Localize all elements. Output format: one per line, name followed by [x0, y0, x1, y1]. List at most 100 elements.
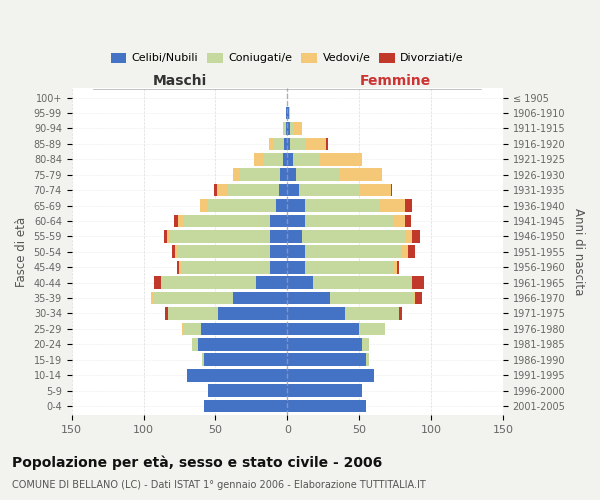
Bar [287, 246, 305, 258]
Bar [415, 292, 422, 304]
Bar [305, 199, 379, 212]
Bar [302, 230, 405, 242]
Bar [319, 153, 362, 166]
Bar [208, 384, 287, 397]
Bar [293, 153, 319, 166]
Bar [286, 122, 287, 135]
Bar [270, 230, 287, 242]
Text: Popolazione per età, sesso e stato civile - 2006: Popolazione per età, sesso e stato civil… [12, 455, 382, 470]
Y-axis label: Fasce di età: Fasce di età [15, 216, 28, 287]
Bar [204, 400, 287, 412]
Bar [414, 292, 415, 304]
Bar [287, 276, 313, 289]
Bar [412, 276, 424, 289]
Bar [217, 184, 229, 196]
Bar [286, 106, 287, 120]
Bar [287, 261, 305, 274]
Text: Femmine: Femmine [359, 74, 431, 88]
Bar [151, 292, 154, 304]
Bar [254, 153, 263, 166]
Bar [391, 184, 392, 196]
Bar [287, 400, 367, 412]
Text: Maschi: Maschi [152, 74, 206, 88]
Bar [207, 199, 276, 212]
Bar [229, 184, 278, 196]
Bar [331, 292, 414, 304]
Bar [284, 138, 287, 150]
Bar [345, 307, 400, 320]
Bar [289, 106, 290, 120]
Bar [263, 153, 283, 166]
Bar [270, 214, 287, 228]
Bar [394, 214, 405, 228]
Bar [412, 230, 419, 242]
Bar [168, 307, 218, 320]
Bar [287, 106, 289, 120]
Bar [313, 276, 411, 289]
Bar [154, 292, 233, 304]
Bar [169, 230, 270, 242]
Bar [339, 168, 382, 181]
Bar [233, 292, 287, 304]
Bar [280, 168, 287, 181]
Bar [405, 199, 412, 212]
Bar [287, 199, 305, 212]
Bar [326, 138, 328, 150]
Bar [400, 307, 403, 320]
Bar [179, 261, 181, 274]
Bar [240, 168, 280, 181]
Bar [287, 122, 290, 135]
Bar [204, 354, 287, 366]
Bar [287, 307, 345, 320]
Bar [200, 199, 207, 212]
Bar [295, 122, 302, 135]
Bar [283, 122, 286, 135]
Bar [233, 168, 240, 181]
Bar [187, 369, 287, 382]
Bar [154, 276, 161, 289]
Bar [178, 214, 184, 228]
Bar [193, 338, 198, 350]
Bar [214, 184, 217, 196]
Bar [176, 246, 270, 258]
Bar [359, 322, 385, 335]
Bar [273, 138, 284, 150]
Bar [182, 322, 184, 335]
Bar [218, 307, 287, 320]
Bar [287, 184, 299, 196]
Bar [162, 276, 256, 289]
Bar [305, 214, 394, 228]
Bar [379, 199, 405, 212]
Bar [405, 214, 411, 228]
Bar [184, 214, 270, 228]
Bar [287, 369, 374, 382]
Bar [165, 307, 168, 320]
Bar [256, 276, 287, 289]
Bar [175, 246, 176, 258]
Bar [283, 153, 287, 166]
Bar [184, 322, 201, 335]
Bar [270, 261, 287, 274]
Bar [408, 246, 415, 258]
Bar [201, 322, 287, 335]
Bar [367, 354, 369, 366]
Bar [270, 246, 287, 258]
Bar [174, 214, 178, 228]
Bar [403, 246, 408, 258]
Text: COMUNE DI BELLANO (LC) - Dati ISTAT 1° gennaio 2006 - Elaborazione TUTTITALIA.IT: COMUNE DI BELLANO (LC) - Dati ISTAT 1° g… [12, 480, 426, 490]
Bar [287, 338, 362, 350]
Bar [287, 138, 290, 150]
Bar [287, 168, 296, 181]
Bar [296, 168, 339, 181]
Bar [287, 384, 362, 397]
Bar [287, 214, 305, 228]
Bar [181, 261, 270, 274]
Bar [411, 276, 412, 289]
Bar [202, 354, 204, 366]
Bar [305, 261, 394, 274]
Bar [287, 292, 331, 304]
Bar [161, 276, 162, 289]
Bar [172, 246, 175, 258]
Bar [287, 322, 359, 335]
Bar [287, 354, 367, 366]
